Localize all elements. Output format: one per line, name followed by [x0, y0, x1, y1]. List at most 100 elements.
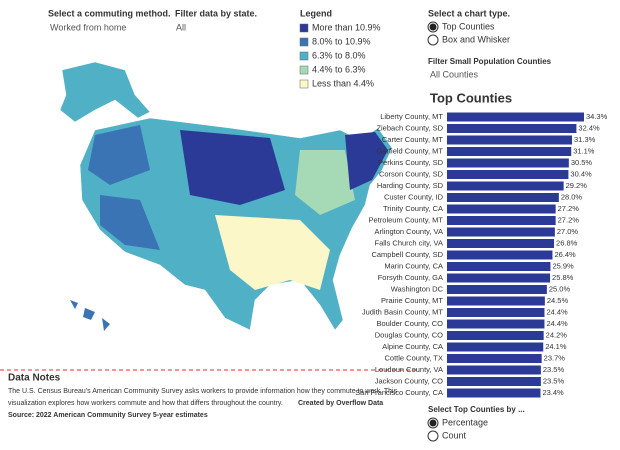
bar	[447, 124, 577, 133]
bar	[447, 193, 559, 202]
radio-label[interactable]: Percentage	[442, 417, 488, 427]
bar	[447, 147, 572, 156]
legend-label: More than 10.9%	[312, 22, 381, 32]
legend-swatch	[299, 37, 309, 47]
legend-swatch	[299, 23, 309, 33]
control-value[interactable]: All Counties	[430, 69, 479, 79]
y-tick-label: Custer County, ID	[384, 192, 444, 201]
control-label: Select Top Counties by ...	[428, 405, 525, 414]
bar	[447, 319, 545, 329]
value-label: 31.1%	[573, 146, 595, 155]
bar	[447, 262, 551, 271]
radio-label[interactable]: Count	[442, 430, 467, 440]
bar	[447, 296, 545, 306]
value-label: 24.2%	[546, 330, 568, 339]
y-tick-label: Boulder County, CO	[376, 319, 443, 328]
legend-label: 4.4% to 6.3%	[312, 64, 366, 74]
value-label: 23.4%	[542, 388, 564, 397]
chart-title: Top Counties	[430, 90, 512, 105]
value-label: 23.7%	[544, 353, 566, 362]
y-tick-label: Corson County, SD	[379, 169, 444, 178]
notes-source: Source: 2022 American Community Survey 5…	[8, 412, 208, 419]
control-value[interactable]: Worked from home	[50, 22, 126, 32]
y-tick-label: Garfield County, MT	[376, 146, 443, 155]
value-label: 25.8%	[552, 273, 574, 282]
notes-text: visualization explores how workers commu…	[8, 400, 283, 407]
bar	[447, 285, 547, 294]
value-label: 24.4%	[546, 307, 568, 316]
bar	[447, 112, 584, 122]
y-tick-label: Ziebach County, SD	[376, 123, 443, 132]
value-label: 34.3%	[586, 112, 608, 121]
notes-title: Data Notes	[8, 373, 61, 384]
legend-swatch	[299, 79, 309, 89]
y-tick-label: Petroleum County, MT	[369, 215, 444, 224]
value-label: 24.1%	[545, 342, 567, 351]
value-label: 31.3%	[574, 135, 596, 144]
radio-button[interactable]	[427, 430, 439, 442]
bar	[447, 273, 551, 283]
bar	[447, 388, 541, 398]
y-tick-label: Alpine County, CA	[382, 342, 443, 351]
legend-label: 8.0% to 10.9%	[312, 36, 371, 46]
value-label: 23.5%	[543, 365, 565, 374]
value-label: 27.2%	[558, 204, 580, 213]
notes-credit: Created by Overflow Data	[298, 400, 383, 407]
control-value[interactable]: All	[176, 22, 186, 32]
value-label: 23.5%	[543, 376, 565, 385]
legend-label: 6.3% to 8.0%	[312, 50, 366, 60]
y-tick-label: San Francisco County, CA	[355, 388, 443, 397]
radio-dot[interactable]	[429, 23, 437, 31]
radio-label[interactable]: Box and Whisker	[442, 34, 510, 44]
radio-dot[interactable]	[429, 419, 437, 427]
y-tick-label: Cottle County, TX	[385, 353, 444, 362]
bar	[447, 342, 544, 352]
legend-swatch	[299, 65, 309, 75]
radio-button[interactable]	[427, 34, 439, 46]
legend-swatch	[299, 51, 309, 61]
bar	[447, 250, 553, 260]
value-label: 24.4%	[546, 319, 568, 328]
y-tick-label: Douglas County, CO	[375, 330, 443, 339]
y-tick-label: Washington DC	[391, 284, 444, 293]
y-tick-label: Loudoun County, VA	[375, 365, 443, 374]
control-label: Filter Small Population Counties	[428, 57, 552, 66]
control-label: Select a commuting method.	[48, 8, 171, 18]
y-tick-label: Arlington County, VA	[374, 227, 443, 236]
value-label: 25.0%	[549, 284, 571, 293]
y-tick-label: Trinity County, CA	[383, 204, 443, 213]
bar	[447, 331, 544, 340]
notes-text: The U.S. Census Bureau's American Commun…	[8, 388, 398, 395]
value-label: 30.4%	[570, 169, 592, 178]
bar	[447, 354, 542, 363]
bar	[447, 239, 555, 248]
bar	[447, 216, 556, 225]
value-label: 29.2%	[566, 181, 588, 190]
y-tick-label: Perkins County, SD	[378, 158, 443, 167]
legend-label: Less than 4.4%	[312, 78, 374, 88]
bar	[447, 377, 541, 386]
y-tick-label: Jackson County, CO	[375, 376, 443, 385]
bar	[447, 181, 564, 191]
legend-title: Legend	[300, 8, 332, 18]
value-label: 27.0%	[557, 227, 579, 236]
bar	[447, 135, 573, 145]
bar	[447, 158, 569, 168]
radio-label[interactable]: Top Counties	[442, 21, 495, 31]
value-label: 32.4%	[578, 123, 600, 132]
value-label: 24.5%	[547, 296, 569, 305]
y-tick-label: Harding County, SD	[377, 181, 444, 190]
control-label: Select a chart type.	[428, 8, 510, 18]
y-tick-label: Prairie County, MT	[381, 296, 443, 305]
y-tick-label: Campbell County, SD	[371, 250, 443, 259]
value-label: 27.2%	[558, 215, 580, 224]
value-label: 28.0%	[561, 192, 583, 201]
value-label: 30.5%	[571, 158, 593, 167]
y-tick-label: Judith Basin County, MT	[362, 307, 444, 316]
bar	[447, 365, 541, 375]
bar	[447, 204, 556, 214]
bar	[447, 308, 545, 317]
value-label: 26.8%	[556, 238, 578, 247]
y-tick-label: Marin County, CA	[384, 261, 443, 270]
